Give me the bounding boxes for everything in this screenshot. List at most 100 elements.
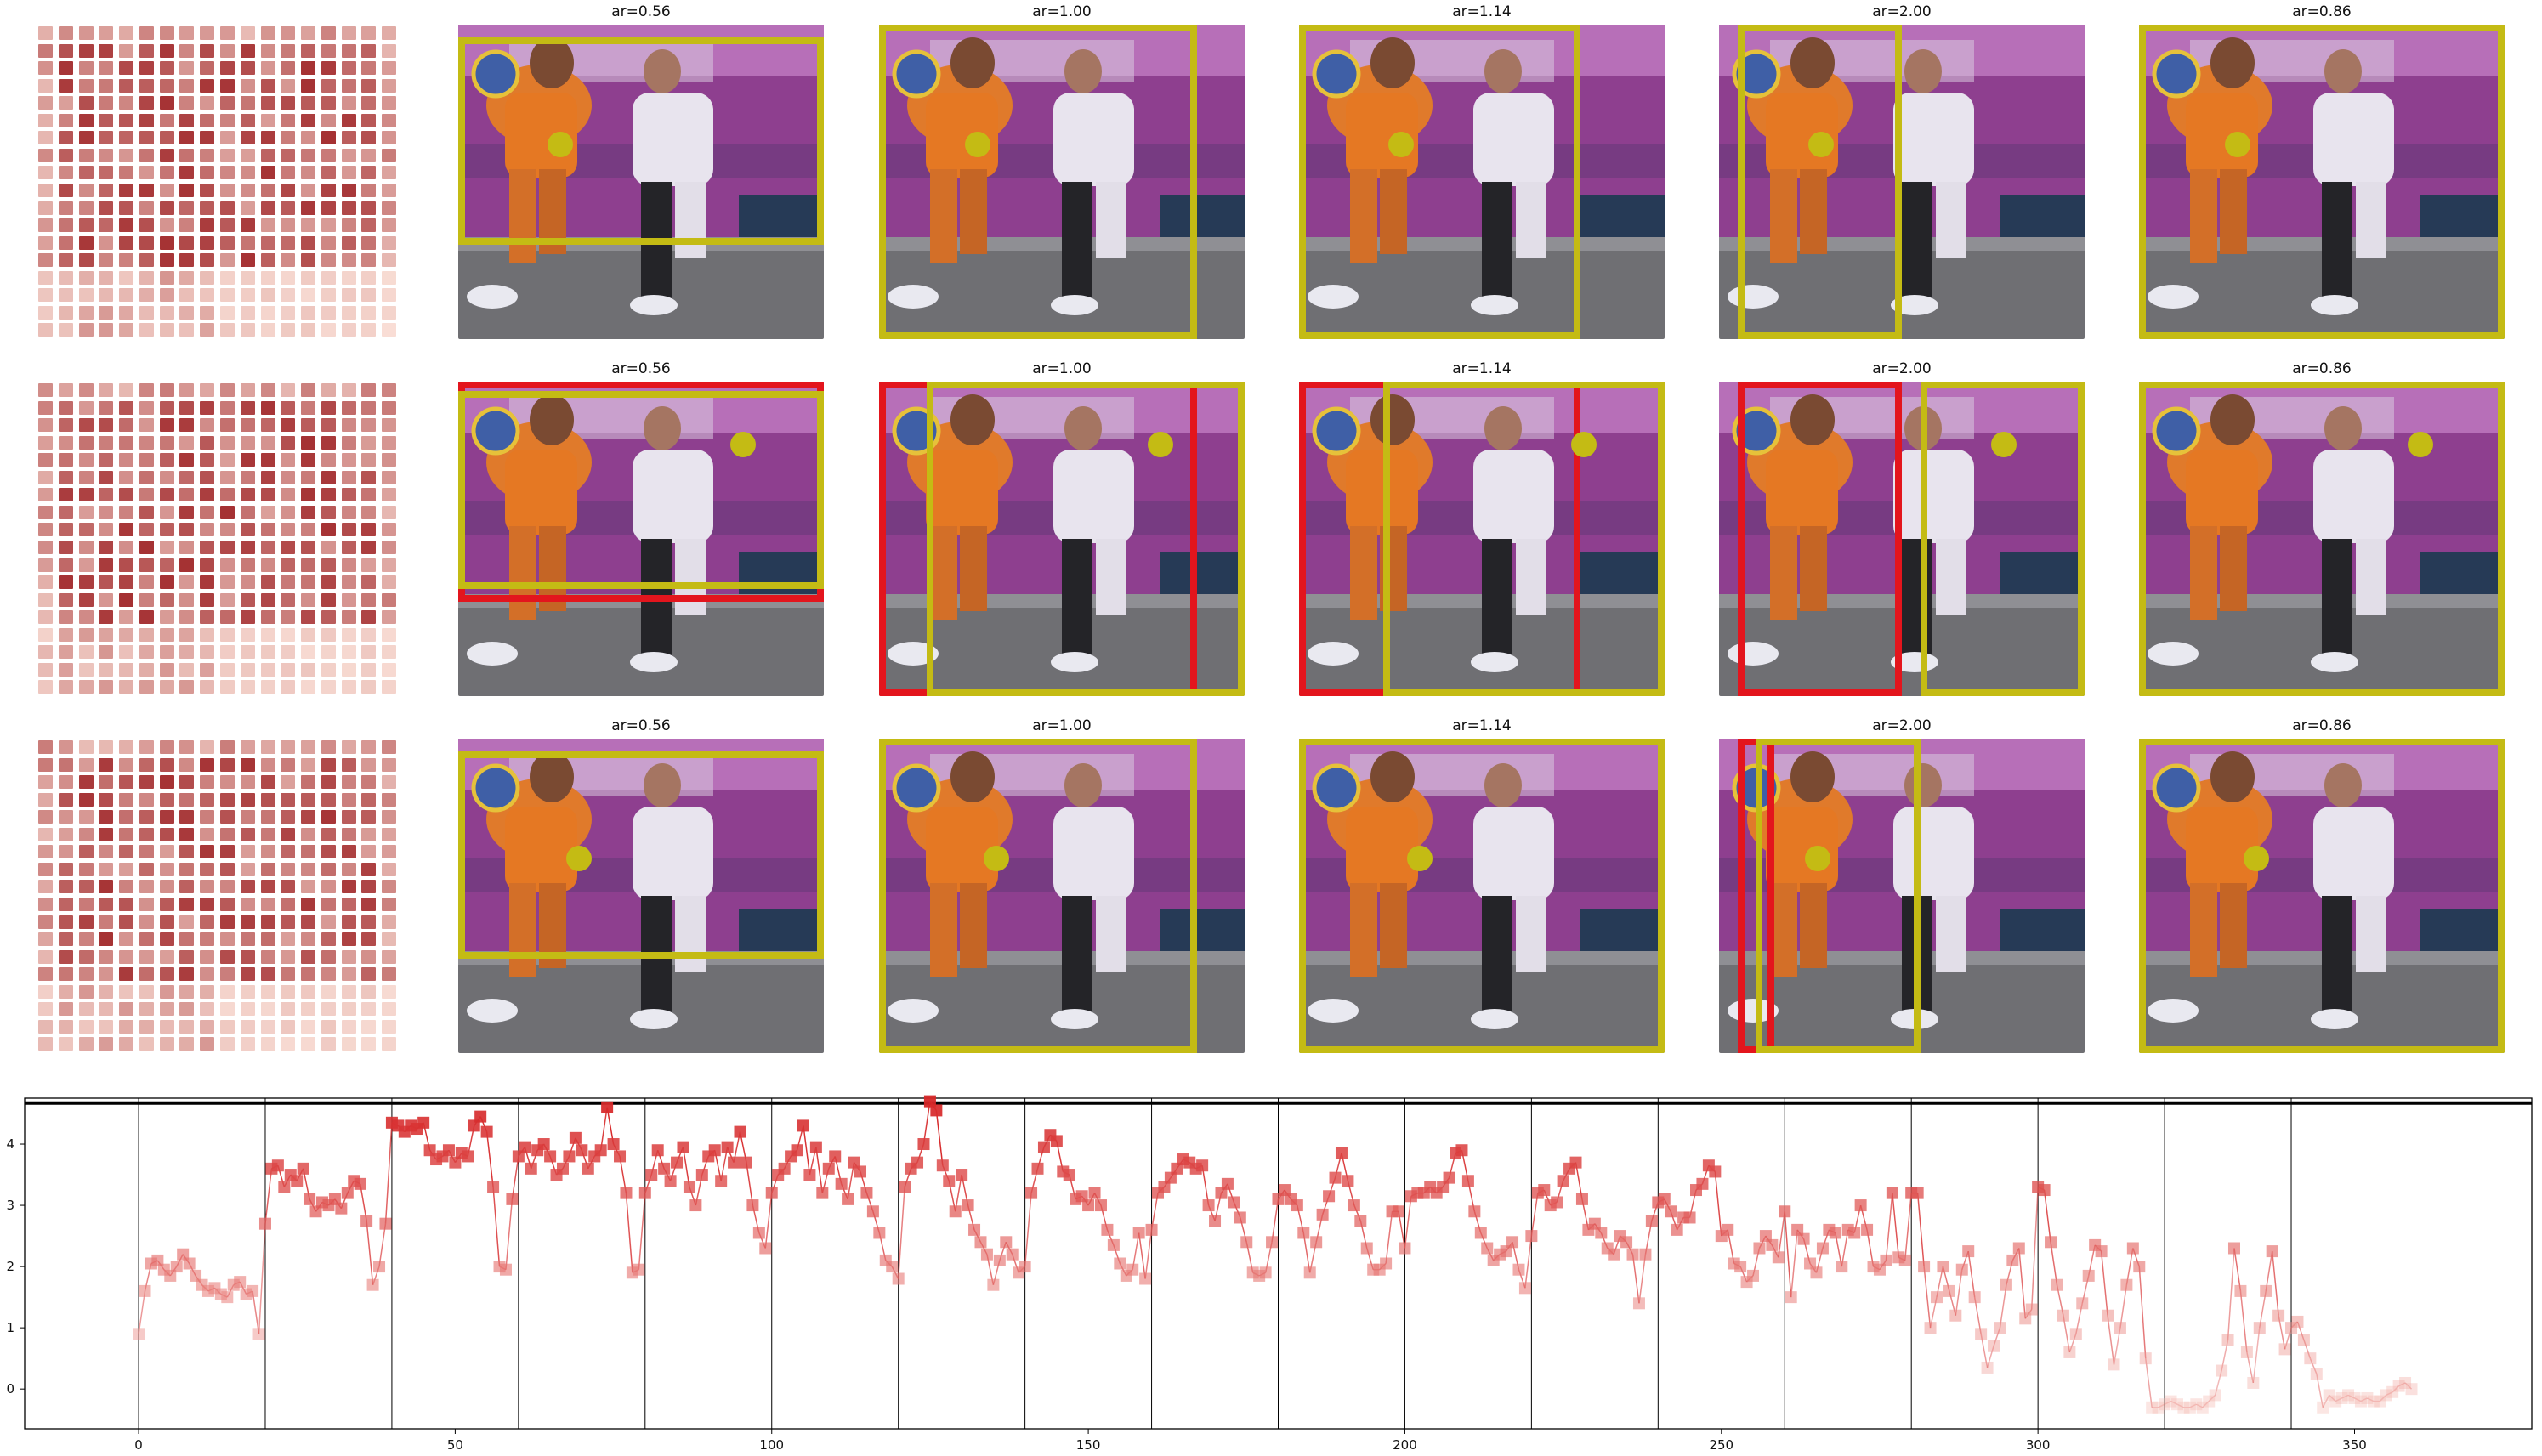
data-point [417,1116,430,1129]
data-point [1000,1236,1013,1249]
data-point [2240,1346,2253,1358]
heatmap-cell [78,740,94,754]
heatmap-cell [361,418,377,433]
heatmap-cell [179,1037,195,1051]
series-line-segment [922,1101,931,1145]
heatmap-cell [38,253,53,268]
heatmap-cell [58,662,73,677]
heatmap-cell [281,253,296,268]
data-point [2227,1242,2240,1255]
heatmap-cell [78,253,94,268]
data-point [258,1217,271,1230]
data-point [1626,1248,1639,1261]
data-point [651,1144,664,1157]
data-point [1399,1242,1411,1255]
selected-crop-box [1299,25,1581,339]
heatmap-cell [301,418,316,433]
heatmap-cell [281,575,296,590]
data-point [1595,1227,1608,1239]
heatmap-cell [200,967,215,982]
heatmap-cell [281,880,296,894]
heatmap-cell [382,792,397,807]
heatmap-cell [119,645,134,660]
data-point [1994,1322,2006,1334]
data-point [835,1177,848,1190]
basketball-photo [1299,739,1665,1053]
data-point [1310,1236,1323,1249]
heatmap-cell [139,1019,154,1034]
heatmap-cell [321,775,336,790]
heatmap-cell [341,1037,356,1051]
heatmap-cell [301,253,316,268]
panel-title: ar=0.86 [2292,360,2352,377]
series-line-segment [1999,1284,2007,1329]
heatmap-cell [99,470,114,484]
heatmap-cell [220,166,235,180]
heatmap-cell [200,932,215,947]
heatmap-cell [361,270,377,285]
series-line-segment [2335,1397,2342,1402]
heatmap-cell [281,610,296,625]
data-point [822,1162,835,1175]
heatmap-cell [220,949,235,964]
heatmap-cell [281,288,296,303]
series-line-segment [2043,1189,2051,1243]
panel-title: ar=1.14 [1452,360,1512,377]
heatmap-cell [139,288,154,303]
series-line-segment [2252,1328,2261,1384]
heatmap-cell [240,435,255,450]
heatmap-cell [220,645,235,660]
heatmap-cell [179,218,195,233]
heatmap-cell [220,505,235,519]
heatmap-cell [220,305,235,320]
heatmap-cell [159,435,174,450]
heatmap-cell [38,775,53,790]
heatmap-cell [78,775,94,790]
heatmap-cell [159,166,174,180]
crop-panel [2139,739,2505,1053]
heatmap-cell [58,184,73,197]
heatmap-cell [78,558,94,572]
heatmap-cell [341,915,356,929]
series-line-segment [359,1183,367,1221]
heatmap-cell [119,270,134,285]
data-point [234,1276,247,1289]
heatmap-cell [58,505,73,519]
heatmap-cell [99,949,114,964]
center-marker [1148,432,1174,457]
heatmap-cell [341,1002,356,1017]
heatmap-cell [260,26,275,40]
heatmap-cell [159,1002,174,1017]
heatmap-cell [281,845,296,859]
crop-panel [458,25,824,339]
heatmap-cell [301,201,316,215]
heatmap-cell [159,1019,174,1034]
heatmap-cell [78,810,94,824]
heatmap-cell [341,627,356,642]
panel-title: ar=1.00 [1032,360,1092,377]
heatmap-cell [260,305,275,320]
heatmap-cell [301,505,316,519]
heatmap-cell [58,26,73,40]
heatmap-cell [301,610,316,625]
data-point [1988,1340,2000,1352]
heatmap-cell [220,541,235,554]
series-line-segment [366,1221,374,1285]
heatmap-cell [301,113,316,127]
heatmap-cell [220,775,235,790]
heatmap-cell [260,523,275,537]
data-point [1145,1223,1158,1236]
heatmap-cell [139,184,154,197]
heatmap-cell [200,61,215,76]
heatmap-cell [159,235,174,250]
heatmap-cell [99,201,114,215]
data-point [1753,1242,1766,1255]
heatmap-cell [179,757,195,772]
center-marker [548,131,574,157]
heatmap-cell [38,184,53,197]
data-point [993,1254,1006,1266]
heatmap-cell [281,453,296,467]
heatmap-cell [382,775,397,790]
heatmap-cell [301,880,316,894]
data-point [519,1141,531,1153]
